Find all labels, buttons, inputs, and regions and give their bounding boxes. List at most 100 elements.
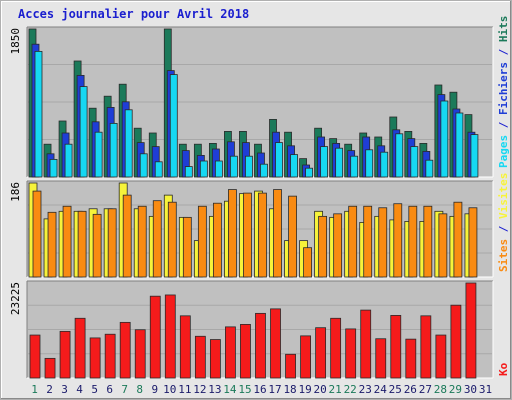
bar-ko-day-5 xyxy=(89,337,101,379)
bar-visites-day-20 xyxy=(318,215,328,278)
bar-visites-day-26 xyxy=(408,205,418,278)
bar-pages-day-24 xyxy=(380,151,389,178)
legend-visites: Visites xyxy=(497,173,510,219)
bar-ko-day-2 xyxy=(44,357,56,379)
bar-pages-day-15 xyxy=(245,155,253,178)
bar-ko-day-8 xyxy=(134,329,146,379)
bar-visites-day-14 xyxy=(228,189,237,278)
x-tick-day-19: 19 xyxy=(298,383,311,396)
bar-ko-day-19 xyxy=(300,335,311,379)
x-tick-day-31: 31 xyxy=(479,383,492,396)
bar-visites-day-13 xyxy=(212,202,222,278)
bar-pages-day-6 xyxy=(109,123,118,178)
legend-fichiers: Fichiers xyxy=(497,62,510,115)
bar-pages-day-30 xyxy=(470,134,479,178)
bar-visites-day-30 xyxy=(468,207,478,278)
bar-ko-day-1 xyxy=(29,334,41,379)
x-tick-day-29: 29 xyxy=(449,383,462,396)
bar-pages-day-3 xyxy=(64,143,73,178)
bar-ko-day-28 xyxy=(435,334,447,379)
bar-ko-day-7 xyxy=(119,321,131,379)
x-tick-day-6: 6 xyxy=(106,383,113,396)
x-tick-day-13: 13 xyxy=(208,383,221,396)
bar-ko-day-29 xyxy=(450,304,462,379)
x-tick-day-18: 18 xyxy=(283,383,296,396)
bar-ko-day-9 xyxy=(149,295,161,379)
x-tick-day-8: 8 xyxy=(136,383,143,396)
bar-visites-day-16 xyxy=(258,192,267,278)
bar-ko-day-6 xyxy=(104,333,116,379)
bar-visites-day-27 xyxy=(423,205,433,278)
x-tick-day-28: 28 xyxy=(434,383,447,396)
bar-visites-day-1 xyxy=(32,190,42,278)
bar-visites-day-21 xyxy=(333,213,343,278)
bar-ko-day-11 xyxy=(179,315,191,379)
bar-pages-day-27 xyxy=(425,159,434,178)
legend-hits: Hits xyxy=(497,16,510,43)
x-tick-day-9: 9 xyxy=(151,383,158,396)
x-tick-day-14: 14 xyxy=(223,383,237,396)
bar-visites-day-9 xyxy=(152,200,162,278)
bar-visites-day-12 xyxy=(197,205,207,278)
bar-visites-day-10 xyxy=(167,201,177,278)
bar-ko-day-27 xyxy=(420,315,432,379)
x-tick-day-15: 15 xyxy=(238,383,251,396)
bar-pages-day-14 xyxy=(230,155,238,178)
bar-pages-day-22 xyxy=(350,155,359,178)
bar-pages-day-17 xyxy=(275,142,283,178)
bar-visites-day-19 xyxy=(303,247,312,278)
bar-visites-day-5 xyxy=(92,213,102,278)
bar-visites-day-24 xyxy=(378,207,388,278)
x-tick-day-26: 26 xyxy=(404,383,417,396)
x-tick-day-23: 23 xyxy=(359,383,372,396)
bar-pages-day-18 xyxy=(290,154,298,178)
bar-visites-day-23 xyxy=(363,205,373,278)
bar-ko-day-17 xyxy=(270,308,281,379)
bar-pages-day-29 xyxy=(455,112,464,178)
chart-title: Acces journalier pour Avril 2018 xyxy=(18,7,250,21)
visits-panel-y-max-label: 186 xyxy=(9,182,22,202)
legend-middle: Sites / Visites xyxy=(497,173,510,272)
bar-visites-day-29 xyxy=(453,201,463,278)
bar-pages-day-23 xyxy=(365,149,374,178)
x-tick-day-1: 1 xyxy=(31,383,38,396)
bar-pages-day-16 xyxy=(260,163,268,178)
bar-pages-day-20 xyxy=(320,146,329,178)
bar-visites-day-4 xyxy=(77,210,87,278)
legend-pages: Pages xyxy=(497,135,510,168)
bar-visites-day-15 xyxy=(243,192,252,278)
bar-pages-day-7 xyxy=(124,109,133,178)
legend-top: Pages / Fichiers / Hits xyxy=(497,16,510,168)
bar-ko-day-14 xyxy=(225,326,236,379)
bar-ko-day-30 xyxy=(465,282,477,379)
x-tick-day-30: 30 xyxy=(464,383,477,396)
bar-pages-day-21 xyxy=(335,147,344,178)
x-tick-day-2: 2 xyxy=(46,383,53,396)
legend-separator: / xyxy=(497,219,510,239)
x-tick-day-21: 21 xyxy=(329,383,342,396)
bar-visites-day-3 xyxy=(62,205,72,278)
ko-panel-y-max-label: 23225 xyxy=(9,282,22,315)
x-tick-day-20: 20 xyxy=(314,383,327,396)
bar-visites-day-22 xyxy=(348,205,358,278)
bar-ko-day-4 xyxy=(74,317,86,379)
bar-pages-day-10 xyxy=(169,74,178,178)
bar-ko-day-20 xyxy=(315,327,327,379)
x-tick-day-12: 12 xyxy=(193,383,206,396)
bar-ko-day-13 xyxy=(209,339,221,379)
bar-pages-day-25 xyxy=(395,133,404,178)
bar-pages-day-4 xyxy=(79,86,88,178)
bar-pages-day-5 xyxy=(94,131,103,178)
bar-pages-day-12 xyxy=(199,160,208,178)
legend-bottom: Ko xyxy=(497,362,510,376)
x-tick-day-24: 24 xyxy=(374,383,388,396)
x-tick-day-27: 27 xyxy=(419,383,432,396)
x-tick-day-5: 5 xyxy=(91,383,98,396)
bar-ko-day-12 xyxy=(194,335,206,379)
bar-pages-day-2 xyxy=(49,158,58,178)
bar-visites-day-28 xyxy=(438,213,448,278)
bar-pages-day-9 xyxy=(154,161,163,178)
bar-visites-day-7 xyxy=(122,194,132,278)
bar-ko-day-21 xyxy=(330,317,342,379)
x-tick-day-11: 11 xyxy=(178,383,191,396)
